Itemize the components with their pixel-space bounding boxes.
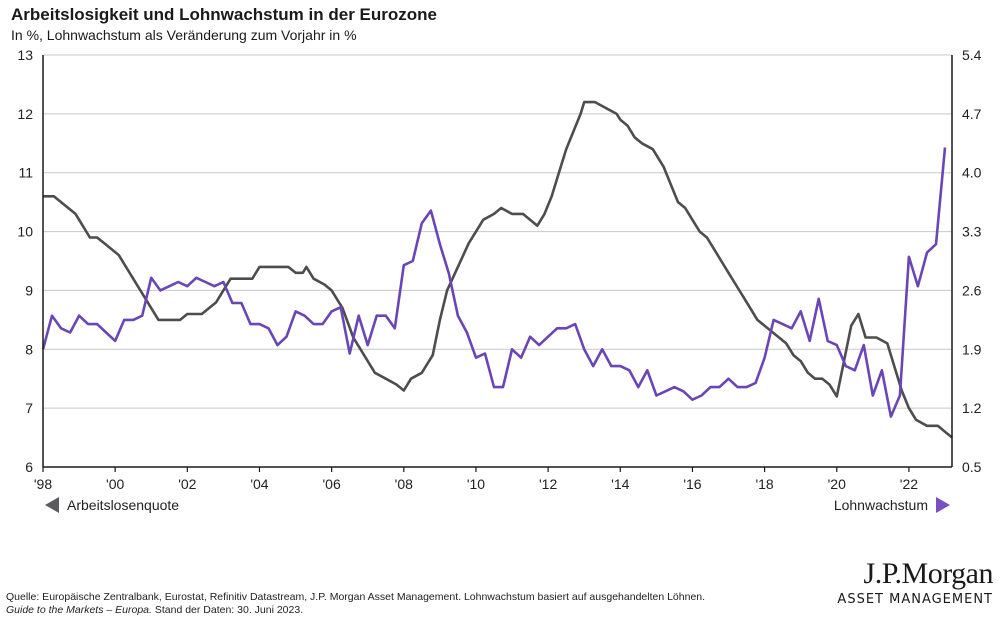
- x-axis-ticks: '98 '00 '02 '04 '06 '08 '10 '12 '14 '16 '18 '20 '22: [34, 467, 918, 492]
- gridlines: [43, 54, 952, 409]
- left-tick-label: 11: [18, 165, 33, 181]
- legend-label-wages: Lohnwachstum: [833, 497, 928, 513]
- x-tick-label: '20: [828, 476, 846, 492]
- chart-title: Arbeitslosigkeit und Lohnwachstum in der…: [11, 5, 437, 24]
- x-tick-label: '06: [323, 476, 341, 492]
- left-tick-label: 6: [25, 459, 33, 475]
- right-arrow-icon: [936, 497, 950, 513]
- left-tick-label: 9: [25, 282, 33, 298]
- series-lines: [41, 100, 954, 439]
- chart-subtitle: In %, Lohnwachstum als Veränderung zum V…: [11, 27, 357, 43]
- logo-wordmark: J.P.Morgan: [863, 557, 994, 590]
- left-tick-label: 13: [17, 47, 33, 63]
- left-arrow-icon: [45, 497, 59, 513]
- line-chart: 6 7 8 9 10 11 12 13 0.5 1.2 1.9 2.6 3.3 4.0 4.7 5.4 '9…: [17, 47, 982, 492]
- right-tick-label: 1.9: [962, 341, 982, 357]
- x-tick-label: '14: [611, 476, 629, 492]
- left-tick-label: 7: [25, 400, 33, 416]
- left-tick-label: 12: [17, 106, 33, 122]
- x-tick-label: '98: [34, 476, 52, 492]
- series-line-wages: [41, 147, 947, 418]
- footnote-date: Stand der Daten: 30. Juni 2023.: [151, 604, 304, 616]
- x-tick-label: '08: [395, 476, 413, 492]
- legend-unemployment: Arbeitslosenquote: [45, 497, 179, 513]
- right-tick-label: 3.3: [962, 224, 982, 240]
- right-axis-ticks: 0.5 1.2 1.9 2.6 3.3 4.0 4.7 5.4: [962, 47, 982, 475]
- series-line-unemployment: [43, 100, 954, 439]
- right-tick-label: 2.6: [962, 282, 982, 298]
- footnote-source: Quelle: Europäische Zentralbank, Eurosta…: [6, 591, 706, 603]
- right-tick-label: 5.4: [962, 47, 982, 63]
- jpmorgan-logo: J.P.Morgan ASSET MANAGEMENT: [837, 557, 994, 608]
- footnote-guide-title: Guide to the Markets – Europa.: [6, 604, 152, 616]
- x-tick-label: '10: [467, 476, 485, 492]
- legend-wages: Lohnwachstum: [834, 497, 950, 513]
- footnote: Quelle: Europäische Zentralbank, Eurosta…: [6, 591, 705, 617]
- x-tick-label: '22: [900, 476, 918, 492]
- logo-subtitle: ASSET MANAGEMENT: [837, 592, 993, 607]
- x-tick-label: '02: [178, 476, 196, 492]
- axes: [42, 55, 953, 468]
- x-tick-label: '12: [539, 476, 557, 492]
- right-tick-label: 4.0: [962, 165, 982, 181]
- legend-label-unemployment: Arbeitslosenquote: [67, 497, 180, 513]
- footnote-guide: Guide to the Markets – Europa. Stand der…: [6, 604, 705, 617]
- x-tick-label: '04: [250, 476, 268, 492]
- right-tick-label: 0.5: [962, 459, 982, 475]
- left-axis-ticks: 6 7 8 9 10 11 12 13: [17, 47, 33, 475]
- left-tick-label: 10: [17, 224, 33, 240]
- right-tick-label: 1.2: [962, 400, 982, 416]
- left-tick-label: 8: [25, 341, 33, 357]
- right-tick-label: 4.7: [962, 106, 982, 122]
- x-tick-label: '18: [755, 476, 773, 492]
- x-tick-label: '16: [683, 476, 701, 492]
- x-tick-label: '00: [106, 476, 124, 492]
